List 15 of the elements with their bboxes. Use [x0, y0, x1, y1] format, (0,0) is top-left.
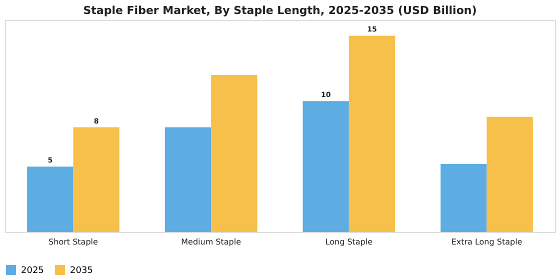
bar [302, 101, 349, 232]
legend-label: 2035 [70, 266, 93, 276]
x-tick-label: Long Staple [325, 238, 373, 246]
x-tick-label: Short Staple [48, 238, 98, 246]
bar [486, 116, 533, 232]
bar [73, 127, 120, 232]
bar [164, 127, 212, 232]
chart-title: Staple Fiber Market, By Staple Length, 2025-2035 (USD Billion) [83, 4, 477, 17]
x-tick-label: Extra Long Staple [451, 238, 522, 246]
bar [211, 74, 258, 232]
legend-label: 2025 [21, 266, 44, 276]
bar [440, 164, 487, 232]
x-tick-label: Medium Staple [181, 238, 242, 246]
bar [348, 36, 396, 232]
bar [27, 166, 74, 232]
